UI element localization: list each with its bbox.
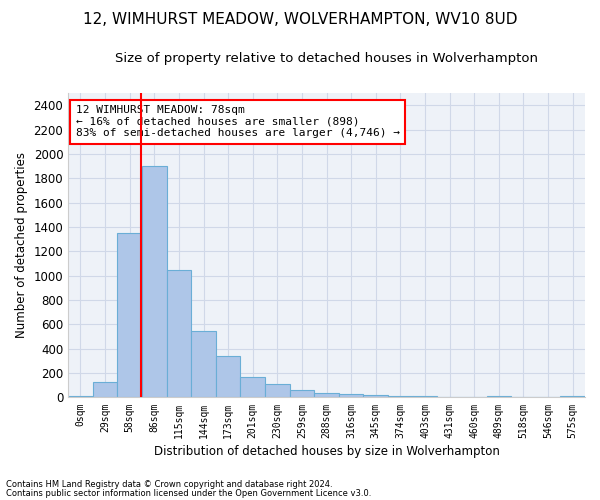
Bar bbox=[93, 382, 118, 398]
Bar bbox=[241, 376, 265, 398]
Y-axis label: Number of detached properties: Number of detached properties bbox=[15, 152, 28, 338]
Bar bbox=[191, 331, 216, 398]
Bar bbox=[487, 396, 511, 398]
Title: Size of property relative to detached houses in Wolverhampton: Size of property relative to detached ho… bbox=[115, 52, 538, 66]
Bar bbox=[265, 384, 290, 398]
Bar bbox=[167, 270, 191, 398]
Bar bbox=[142, 166, 167, 398]
Text: 12 WIMHURST MEADOW: 78sqm
← 16% of detached houses are smaller (898)
83% of semi: 12 WIMHURST MEADOW: 78sqm ← 16% of detac… bbox=[76, 105, 400, 138]
X-axis label: Distribution of detached houses by size in Wolverhampton: Distribution of detached houses by size … bbox=[154, 444, 500, 458]
Bar bbox=[290, 390, 314, 398]
Bar bbox=[560, 396, 585, 398]
Bar bbox=[413, 396, 437, 398]
Text: Contains public sector information licensed under the Open Government Licence v3: Contains public sector information licen… bbox=[6, 488, 371, 498]
Bar bbox=[118, 233, 142, 398]
Text: Contains HM Land Registry data © Crown copyright and database right 2024.: Contains HM Land Registry data © Crown c… bbox=[6, 480, 332, 489]
Bar bbox=[68, 396, 93, 398]
Bar bbox=[339, 394, 364, 398]
Bar bbox=[216, 356, 241, 398]
Bar bbox=[388, 396, 413, 398]
Text: 12, WIMHURST MEADOW, WOLVERHAMPTON, WV10 8UD: 12, WIMHURST MEADOW, WOLVERHAMPTON, WV10… bbox=[83, 12, 517, 28]
Bar bbox=[314, 393, 339, 398]
Bar bbox=[364, 395, 388, 398]
